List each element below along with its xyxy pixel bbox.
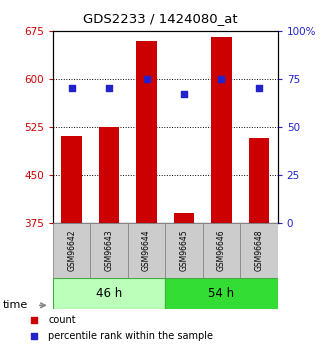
Text: GDS2233 / 1424080_at: GDS2233 / 1424080_at (83, 12, 238, 25)
Point (181, 91, 187, 97)
Text: GSM96643: GSM96643 (105, 229, 114, 271)
Bar (53, 223, 91, 278)
Bar (174, 213, 194, 223)
Bar (203, 223, 240, 278)
Text: GSM96645: GSM96645 (179, 229, 188, 271)
Text: GSM96646: GSM96646 (217, 229, 226, 271)
Bar (240, 223, 278, 278)
Bar (91, 223, 128, 278)
Point (31, 317, 37, 323)
Text: 46 h: 46 h (96, 287, 122, 300)
Text: GSM96644: GSM96644 (142, 229, 151, 271)
Text: GSM96648: GSM96648 (255, 229, 264, 271)
Bar (136, 41, 157, 223)
Bar (165, 223, 203, 278)
Bar (99, 127, 119, 223)
Point (219, 76, 224, 82)
Text: 54 h: 54 h (208, 287, 235, 300)
Bar (128, 223, 165, 278)
Text: count: count (48, 315, 76, 325)
Text: percentile rank within the sample: percentile rank within the sample (48, 331, 213, 341)
Point (107, 86, 112, 91)
Point (256, 86, 262, 91)
Bar (165, 278, 278, 309)
Point (69, 86, 74, 91)
Bar (211, 38, 232, 223)
Point (31, 333, 37, 339)
Bar (249, 138, 269, 223)
Text: GSM96642: GSM96642 (67, 229, 76, 271)
Bar (53, 278, 165, 309)
Text: time: time (3, 300, 29, 310)
Point (144, 76, 149, 82)
Bar (61, 136, 82, 223)
